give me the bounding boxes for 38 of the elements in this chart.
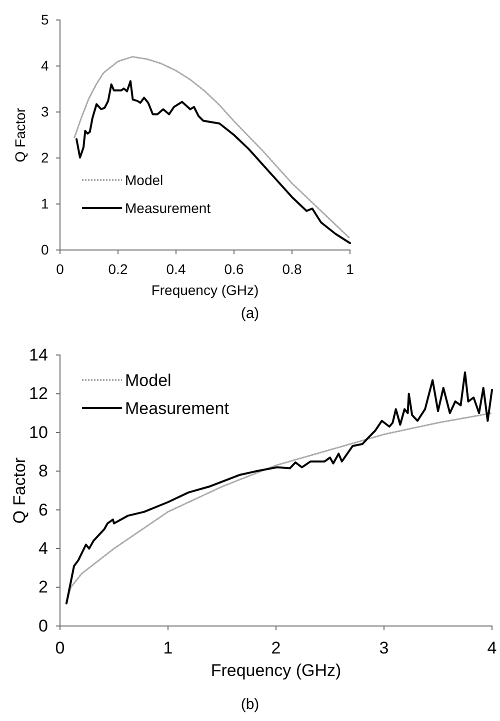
x-tick-label: 4	[487, 638, 497, 658]
line-series	[74, 56, 351, 240]
legend-label: Model	[125, 172, 164, 188]
x-tick-label: 2	[271, 638, 281, 658]
y-tick-label: 0	[38, 616, 48, 636]
y-tick-label: 1	[41, 195, 50, 212]
x-tick-label: 1	[346, 260, 354, 277]
y-tick-label: 4	[41, 57, 50, 74]
y-tick-label: 8	[38, 462, 48, 481]
y-tick-label: 2	[38, 578, 48, 597]
y-tick-label: 6	[38, 500, 48, 520]
y-axis-title: Q Factor	[12, 107, 28, 162]
x-tick-label: 0.2	[108, 260, 128, 277]
y-tick-label: 12	[28, 384, 48, 404]
y-tick-label: 3	[41, 103, 50, 120]
legend-label: Model	[125, 370, 172, 390]
legend-label: Measurement	[125, 398, 230, 418]
x-tick-label: 0.4	[166, 260, 186, 277]
y-tick-label: 0	[41, 241, 50, 258]
y-tick-label: 2	[41, 149, 50, 166]
text: (b)	[240, 696, 260, 713]
x-tick-label: 0.8	[282, 260, 302, 277]
y-tick-label: 4	[38, 539, 48, 558]
x-tick-label: 1	[163, 638, 173, 658]
y-tick-label: 5	[41, 11, 50, 28]
line-series	[76, 80, 351, 244]
x-axis-title: Frequency (GHz)	[151, 282, 259, 298]
x-axis-title: Frequency (GHz)	[210, 661, 342, 680]
text: (a)	[240, 305, 260, 322]
x-tick-label: 0.6	[224, 260, 244, 277]
x-tick-label: 0	[55, 638, 65, 658]
y-axis-title: Q Factor	[10, 457, 29, 524]
legend-label: Measurement	[125, 200, 211, 216]
y-tick-label: 14	[28, 345, 48, 364]
y-tick-label: 10	[28, 422, 48, 442]
x-tick-label: 3	[379, 638, 389, 658]
line-series	[65, 371, 493, 604]
x-tick-label: 0	[56, 260, 64, 277]
